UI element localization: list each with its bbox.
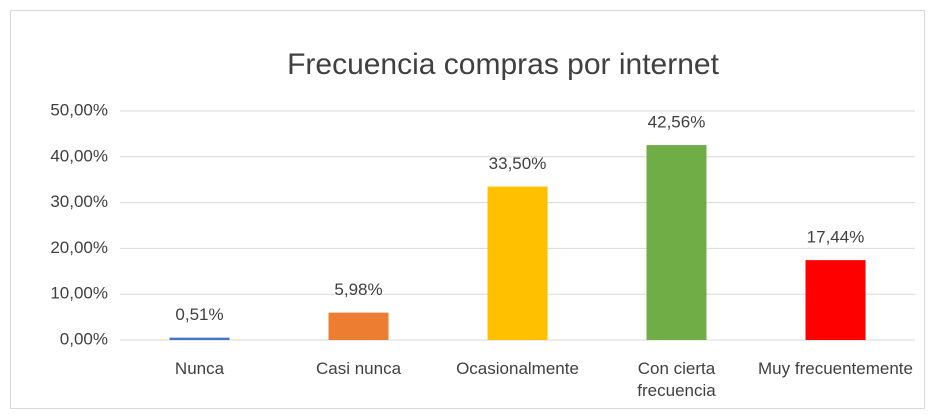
y-tick-label: 30,00%: [50, 192, 108, 211]
y-tick-label: 10,00%: [50, 284, 108, 303]
bar: [328, 312, 389, 340]
data-label: 33,50%: [489, 154, 547, 173]
data-label: 0,51%: [175, 305, 223, 324]
bar: [169, 337, 230, 340]
y-tick-label: 50,00%: [50, 100, 108, 119]
y-tick-label: 40,00%: [50, 146, 108, 165]
bar: [646, 145, 707, 340]
data-label: 5,98%: [334, 280, 382, 299]
y-tick-label: 0,00%: [60, 329, 108, 348]
x-tick-label: Nunca: [174, 359, 225, 378]
chart-title: Frecuencia compras por internet: [287, 48, 720, 81]
bar: [487, 186, 548, 340]
chart-border: [10, 10, 925, 409]
y-tick-label: 20,00%: [50, 238, 108, 257]
data-label: 42,56%: [648, 113, 706, 132]
x-tick-label: Ocasionalmente: [456, 359, 579, 378]
x-tick-label: Casi nunca: [315, 359, 402, 378]
bar: [805, 260, 866, 340]
x-tick-label: Con cierta frecuencia: [637, 359, 716, 400]
data-label: 17,44%: [807, 228, 865, 247]
x-tick-label: Muy frecuentemente: [758, 359, 913, 378]
